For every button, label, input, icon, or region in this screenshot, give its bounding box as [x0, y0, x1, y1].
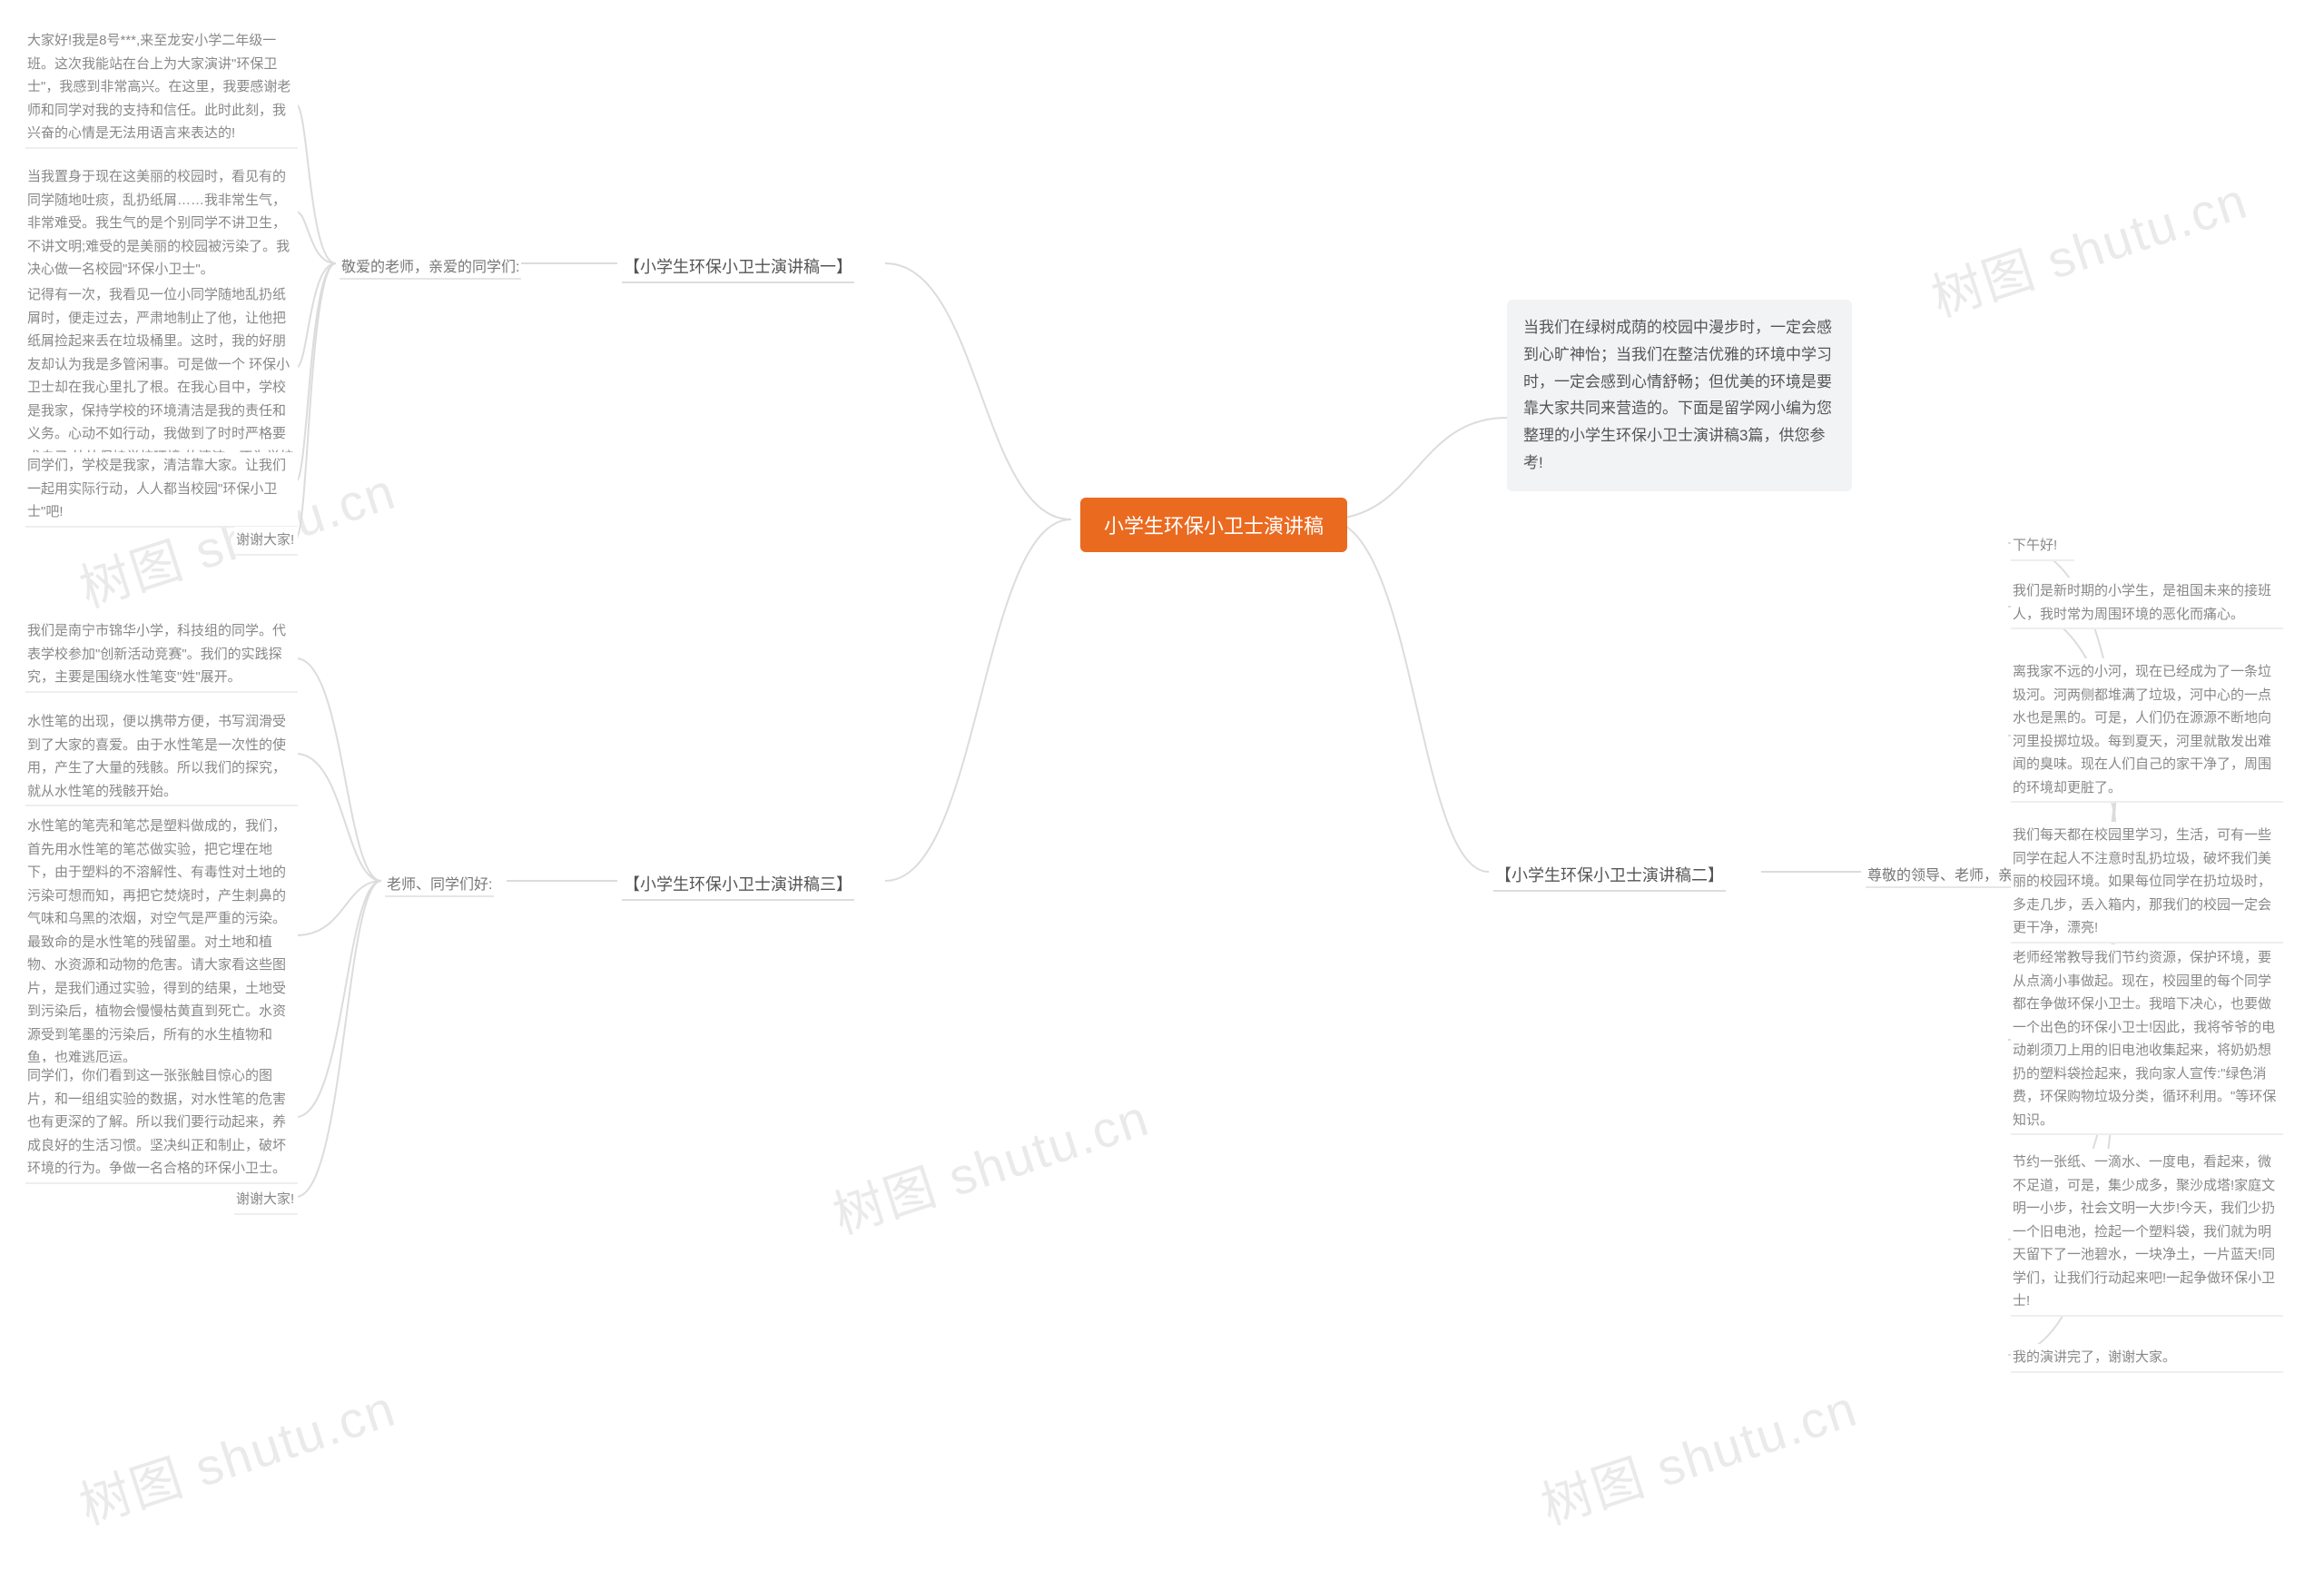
branch3-node[interactable]: 【小学生环保小卫士演讲稿三】	[622, 868, 854, 901]
branch3-leaf-2[interactable]: 水性笔的笔壳和笔芯是塑料做成的，我们，首先用水性笔的笔芯做实验，把它埋在地下，由…	[25, 813, 298, 1073]
watermark: 树图 shutu.cn	[1531, 1368, 1866, 1539]
branch3-leaf-0[interactable]: 我们是南宁市锦华小学，科技组的同学。代表学校参加"创新活动竞赛"。我们的实践探究…	[25, 618, 298, 693]
intro-node[interactable]: 当我们在绿树成荫的校园中漫步时，一定会感到心旷神怡；当我们在整洁优雅的环境中学习…	[1507, 300, 1852, 491]
branch1-leaf-4[interactable]: 谢谢大家!	[234, 527, 298, 556]
branch3-leaf-1[interactable]: 水性笔的出现，便以携带方便，书写润滑受到了大家的喜爱。由于水性笔是一次性的使用，…	[25, 708, 298, 806]
edges-layer	[0, 0, 2324, 1571]
branch2-leaf-0[interactable]: 下午好!	[2011, 532, 2074, 561]
branch2-leaf-1[interactable]: 我们是新时期的小学生，是祖国未来的接班人，我时常为周围环境的恶化而痛心。	[2011, 578, 2283, 629]
branch1-node[interactable]: 【小学生环保小卫士演讲稿一】	[622, 251, 854, 283]
branch2-leaf-6[interactable]: 我的演讲完了，谢谢大家。	[2011, 1344, 2283, 1373]
mindmap-canvas: 树图 shutu.cn 树图 shutu.cn 树图 shutu.cn 树图 s…	[0, 0, 2324, 1571]
branch2-leaf-3[interactable]: 我们每天都在校园里学习，生活，可有一些同学在起人不注意时乱扔垃圾，破坏我们美丽的…	[2011, 822, 2283, 944]
branch2-node[interactable]: 【小学生环保小卫士演讲稿二】	[1493, 859, 1726, 892]
branch3-leaf-3[interactable]: 同学们，你们看到这一张张触目惊心的图片，和一组组实验的数据，对水性笔的危害也有更…	[25, 1062, 298, 1184]
root-node[interactable]: 小学生环保小卫士演讲稿	[1080, 498, 1347, 552]
branch3-leaf-4[interactable]: 谢谢大家!	[234, 1186, 298, 1215]
branch1-leaf-3[interactable]: 同学们，学校是我家，清洁靠大家。让我们一起用实际行动，人人都当校园"环保小卫士"…	[25, 452, 298, 528]
watermark: 树图 shutu.cn	[822, 1077, 1157, 1249]
watermark: 树图 shutu.cn	[1921, 160, 2256, 331]
watermark: 树图 shutu.cn	[69, 1368, 404, 1539]
branch2-leaf-4[interactable]: 老师经常教导我们节约资源，保护环境，要从点滴小事做起。现在，校园里的每个同学都在…	[2011, 944, 2283, 1135]
branch3-sub[interactable]: 老师、同学们好:	[385, 870, 494, 897]
branch1-leaf-0[interactable]: 大家好!我是8号***,来至龙安小学二年级一班。这次我能站在台上为大家演讲"环保…	[25, 27, 298, 149]
branch2-leaf-5[interactable]: 节约一张纸、一滴水、一度电，看起来，微不足道，可是，集少成多，聚沙成塔!家庭文明…	[2011, 1149, 2283, 1317]
branch2-leaf-2[interactable]: 离我家不远的小河，现在已经成为了一条垃圾河。河两侧都堆满了垃圾，河中心的一点水也…	[2011, 658, 2283, 803]
branch1-leaf-1[interactable]: 当我置身于现在这美丽的校园时，看见有的同学随地吐痰，乱扔纸屑……我非常生气，非常…	[25, 163, 298, 285]
branch1-sub[interactable]: 敬爱的老师，亲爱的同学们:	[340, 252, 521, 280]
